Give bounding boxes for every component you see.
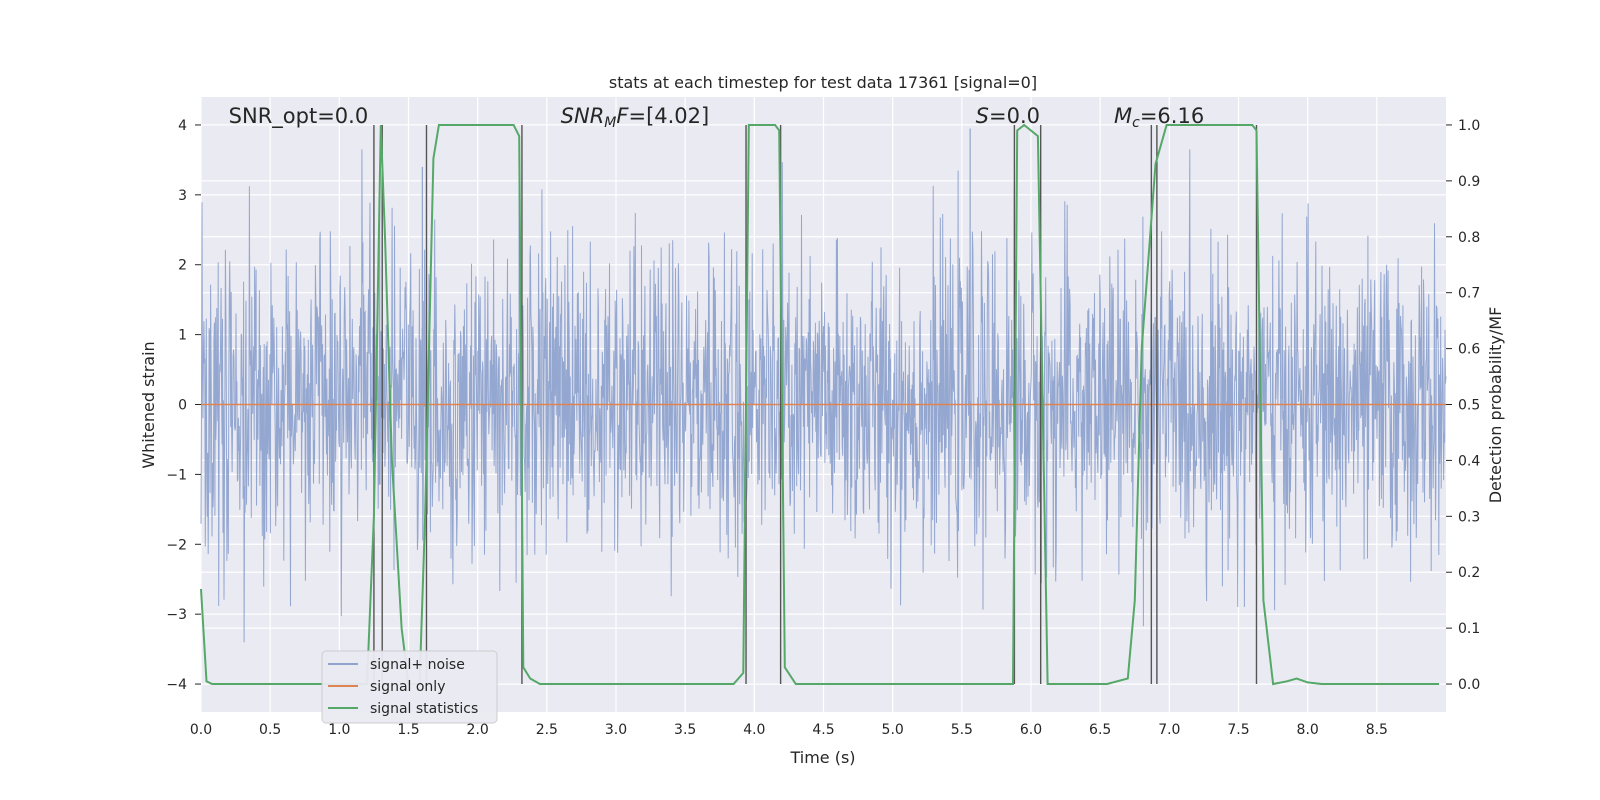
annotation: S=0.0 [976,104,1040,128]
noise-line [200,149,1447,643]
y2-tick-label: 0.4 [1458,453,1480,469]
y2-tick-label: 0.9 [1458,174,1480,190]
annotation: Mc=6.16 [1114,104,1204,131]
x-tick-label: 6.5 [1089,722,1111,738]
y-tick-label: 1 [178,328,187,344]
x-tick-label: 0.0 [190,722,212,738]
y-tick-label: 4 [178,118,187,134]
annotations: SNR_opt=0.0 SNRMF=[4.02] S=0.0 Mc=6.16 [229,104,1205,131]
annotation: SNR_opt=0.0 [229,104,369,129]
y-tick-label: 2 [178,258,187,274]
y-tick-label: 3 [178,188,187,204]
x-tick-label: 4.5 [812,722,834,738]
y2-tick-label: 0.6 [1458,342,1480,358]
legend-label-signal: signal only [370,679,445,695]
x-tick-label: 0.5 [259,722,281,738]
y2-tick-label: 0.1 [1458,621,1480,637]
legend-label-statistics: signal statistics [370,701,478,717]
legend-label-noise: signal+ noise [370,657,465,673]
x-axis-label: Time (s) [789,748,855,767]
statistics-series [200,123,1440,686]
x-axis: 0.0 0.5 1.0 1.5 2.0 2.5 3.0 3.5 4.0 4.5 5.0 5.5 6.0 6… [190,722,1388,738]
x-tick-label: 8.0 [1297,722,1319,738]
y-tick-label: −3 [166,607,187,623]
y-tick-label: −1 [166,467,187,483]
y2-axis-label: Detection probability/MF [1486,307,1505,504]
legend: signal+ noise signal only signal statist… [321,650,498,724]
y-tick-label: −2 [166,537,187,553]
x-tick-label: 5.0 [882,722,904,738]
x-tick-label: 7.5 [1227,722,1249,738]
x-tick-label: 2.5 [536,722,558,738]
y2-tick-label: 1.0 [1458,118,1480,134]
x-tick-label: 1.5 [397,722,419,738]
y2-tick-label: 0.2 [1458,565,1480,581]
x-tick-label: 7.0 [1158,722,1180,738]
y2-tick-label: 0.5 [1458,398,1480,414]
x-tick-label: 8.5 [1366,722,1388,738]
y2-tick-label: 0.7 [1458,286,1480,302]
statistics-line [200,123,1440,686]
y-axis-left: −4 −3 −2 −1 0 1 2 3 4 [166,118,201,693]
y-axis-label: Whitened strain [139,341,158,468]
x-tick-label: 1.0 [328,722,350,738]
x-tick-label: 6.0 [1020,722,1042,738]
y2-tick-label: 0.8 [1458,230,1480,246]
x-tick-label: 3.0 [605,722,627,738]
y2-tick-label: 0.0 [1458,677,1480,693]
y-axis-right: 0.0 0.1 0.2 0.3 0.4 0.5 0.6 0.7 0.8 0.9 1.0 [1446,118,1480,693]
annotation: SNRMF=[4.02] [561,104,710,131]
x-tick-label: 3.5 [674,722,696,738]
x-tick-label: 2.0 [467,722,489,738]
x-tick-label: 5.5 [951,722,973,738]
y-tick-label: 0 [178,398,187,414]
legend-box [321,650,498,724]
x-tick-label: 4.0 [743,722,765,738]
y-tick-label: −4 [166,677,187,693]
chart-title: stats at each timestep for test data 173… [609,73,1037,92]
y2-tick-label: 0.3 [1458,509,1480,525]
